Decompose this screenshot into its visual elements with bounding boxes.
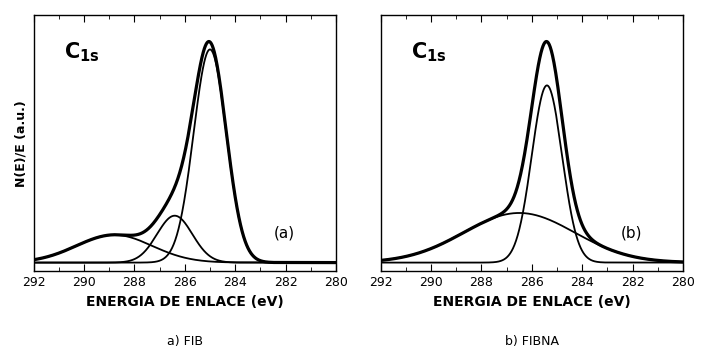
Text: b) FIBNA: b) FIBNA [505, 335, 559, 348]
Text: $\mathbf{C_{1s}}$: $\mathbf{C_{1s}}$ [64, 40, 99, 64]
Text: (a): (a) [274, 226, 295, 240]
Text: (b): (b) [621, 226, 643, 240]
Text: a) FIB: a) FIB [167, 335, 203, 348]
Y-axis label: N(E)/E (a.u.): N(E)/E (a.u.) [15, 100, 28, 187]
Text: $\mathbf{C_{1s}}$: $\mathbf{C_{1s}}$ [411, 40, 447, 64]
X-axis label: ENERGIA DE ENLACE (eV): ENERGIA DE ENLACE (eV) [86, 295, 284, 309]
X-axis label: ENERGIA DE ENLACE (eV): ENERGIA DE ENLACE (eV) [433, 295, 630, 309]
